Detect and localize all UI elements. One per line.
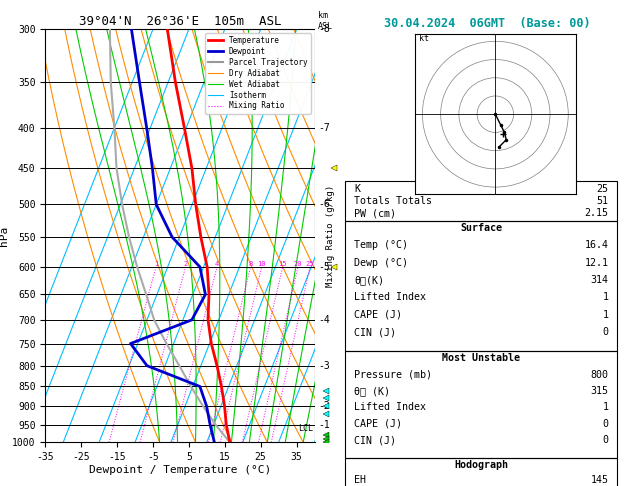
- Text: -3: -3: [318, 361, 330, 371]
- Bar: [345, 351, 617, 457]
- Text: -5: -5: [318, 262, 330, 272]
- Bar: [345, 221, 617, 351]
- Text: EH: EH: [354, 475, 366, 485]
- Text: 1: 1: [154, 261, 158, 267]
- Legend: Temperature, Dewpoint, Parcel Trajectory, Dry Adiabat, Wet Adiabat, Isotherm, Mi: Temperature, Dewpoint, Parcel Trajectory…: [204, 33, 311, 114]
- Text: 800: 800: [591, 370, 608, 380]
- Text: 0: 0: [603, 435, 608, 445]
- Text: K: K: [354, 184, 360, 193]
- Text: 1: 1: [603, 310, 608, 320]
- Text: 25: 25: [306, 261, 314, 267]
- Text: CAPE (J): CAPE (J): [354, 419, 402, 429]
- Y-axis label: hPa: hPa: [0, 226, 9, 246]
- Text: Totals Totals: Totals Totals: [354, 196, 432, 206]
- Text: Hodograph: Hodograph: [454, 460, 508, 470]
- Text: -4: -4: [318, 315, 330, 325]
- Text: CAPE (J): CAPE (J): [354, 310, 402, 320]
- Text: PW (cm): PW (cm): [354, 208, 396, 218]
- Text: LCL: LCL: [298, 424, 313, 433]
- Bar: [345, 457, 617, 486]
- Text: Lifted Index: Lifted Index: [354, 293, 426, 302]
- Text: 315: 315: [591, 386, 608, 396]
- Text: 0: 0: [603, 419, 608, 429]
- Text: Most Unstable: Most Unstable: [442, 353, 520, 363]
- Text: kt: kt: [419, 35, 429, 43]
- Text: 16.4: 16.4: [584, 240, 608, 250]
- Text: Temp (°C): Temp (°C): [354, 240, 408, 250]
- Text: -2: -2: [318, 401, 330, 411]
- Text: 10: 10: [257, 261, 266, 267]
- Text: 1: 1: [603, 402, 608, 413]
- Text: Mixing Ratio (g/kg): Mixing Ratio (g/kg): [326, 185, 335, 287]
- Text: 0: 0: [603, 327, 608, 337]
- Bar: [345, 181, 617, 221]
- Text: Surface: Surface: [460, 223, 502, 233]
- Text: 314: 314: [591, 275, 608, 285]
- Text: 25: 25: [596, 184, 608, 193]
- Text: 12.1: 12.1: [584, 258, 608, 268]
- Text: 20: 20: [294, 261, 302, 267]
- Text: 8: 8: [248, 261, 253, 267]
- Text: km
ASL: km ASL: [318, 12, 333, 31]
- Text: -7: -7: [318, 123, 330, 133]
- Text: -1: -1: [318, 419, 330, 430]
- Text: 2: 2: [184, 261, 187, 267]
- Text: CIN (J): CIN (J): [354, 327, 396, 337]
- Text: -8: -8: [318, 24, 330, 34]
- Text: 15: 15: [279, 261, 287, 267]
- Title: 39°04'N  26°36'E  105m  ASL: 39°04'N 26°36'E 105m ASL: [79, 15, 281, 28]
- Text: Pressure (mb): Pressure (mb): [354, 370, 432, 380]
- Text: 30.04.2024  06GMT  (Base: 00): 30.04.2024 06GMT (Base: 00): [384, 17, 590, 30]
- Text: θᴄ(K): θᴄ(K): [354, 275, 384, 285]
- Text: 2.15: 2.15: [584, 208, 608, 218]
- Text: -6: -6: [318, 199, 330, 209]
- Text: 51: 51: [596, 196, 608, 206]
- X-axis label: Dewpoint / Temperature (°C): Dewpoint / Temperature (°C): [89, 465, 271, 475]
- Text: Dewp (°C): Dewp (°C): [354, 258, 408, 268]
- Text: 1: 1: [603, 293, 608, 302]
- Text: CIN (J): CIN (J): [354, 435, 396, 445]
- Text: Lifted Index: Lifted Index: [354, 402, 426, 413]
- Text: θᴄ (K): θᴄ (K): [354, 386, 390, 396]
- Text: 4: 4: [215, 261, 219, 267]
- Text: 145: 145: [591, 475, 608, 485]
